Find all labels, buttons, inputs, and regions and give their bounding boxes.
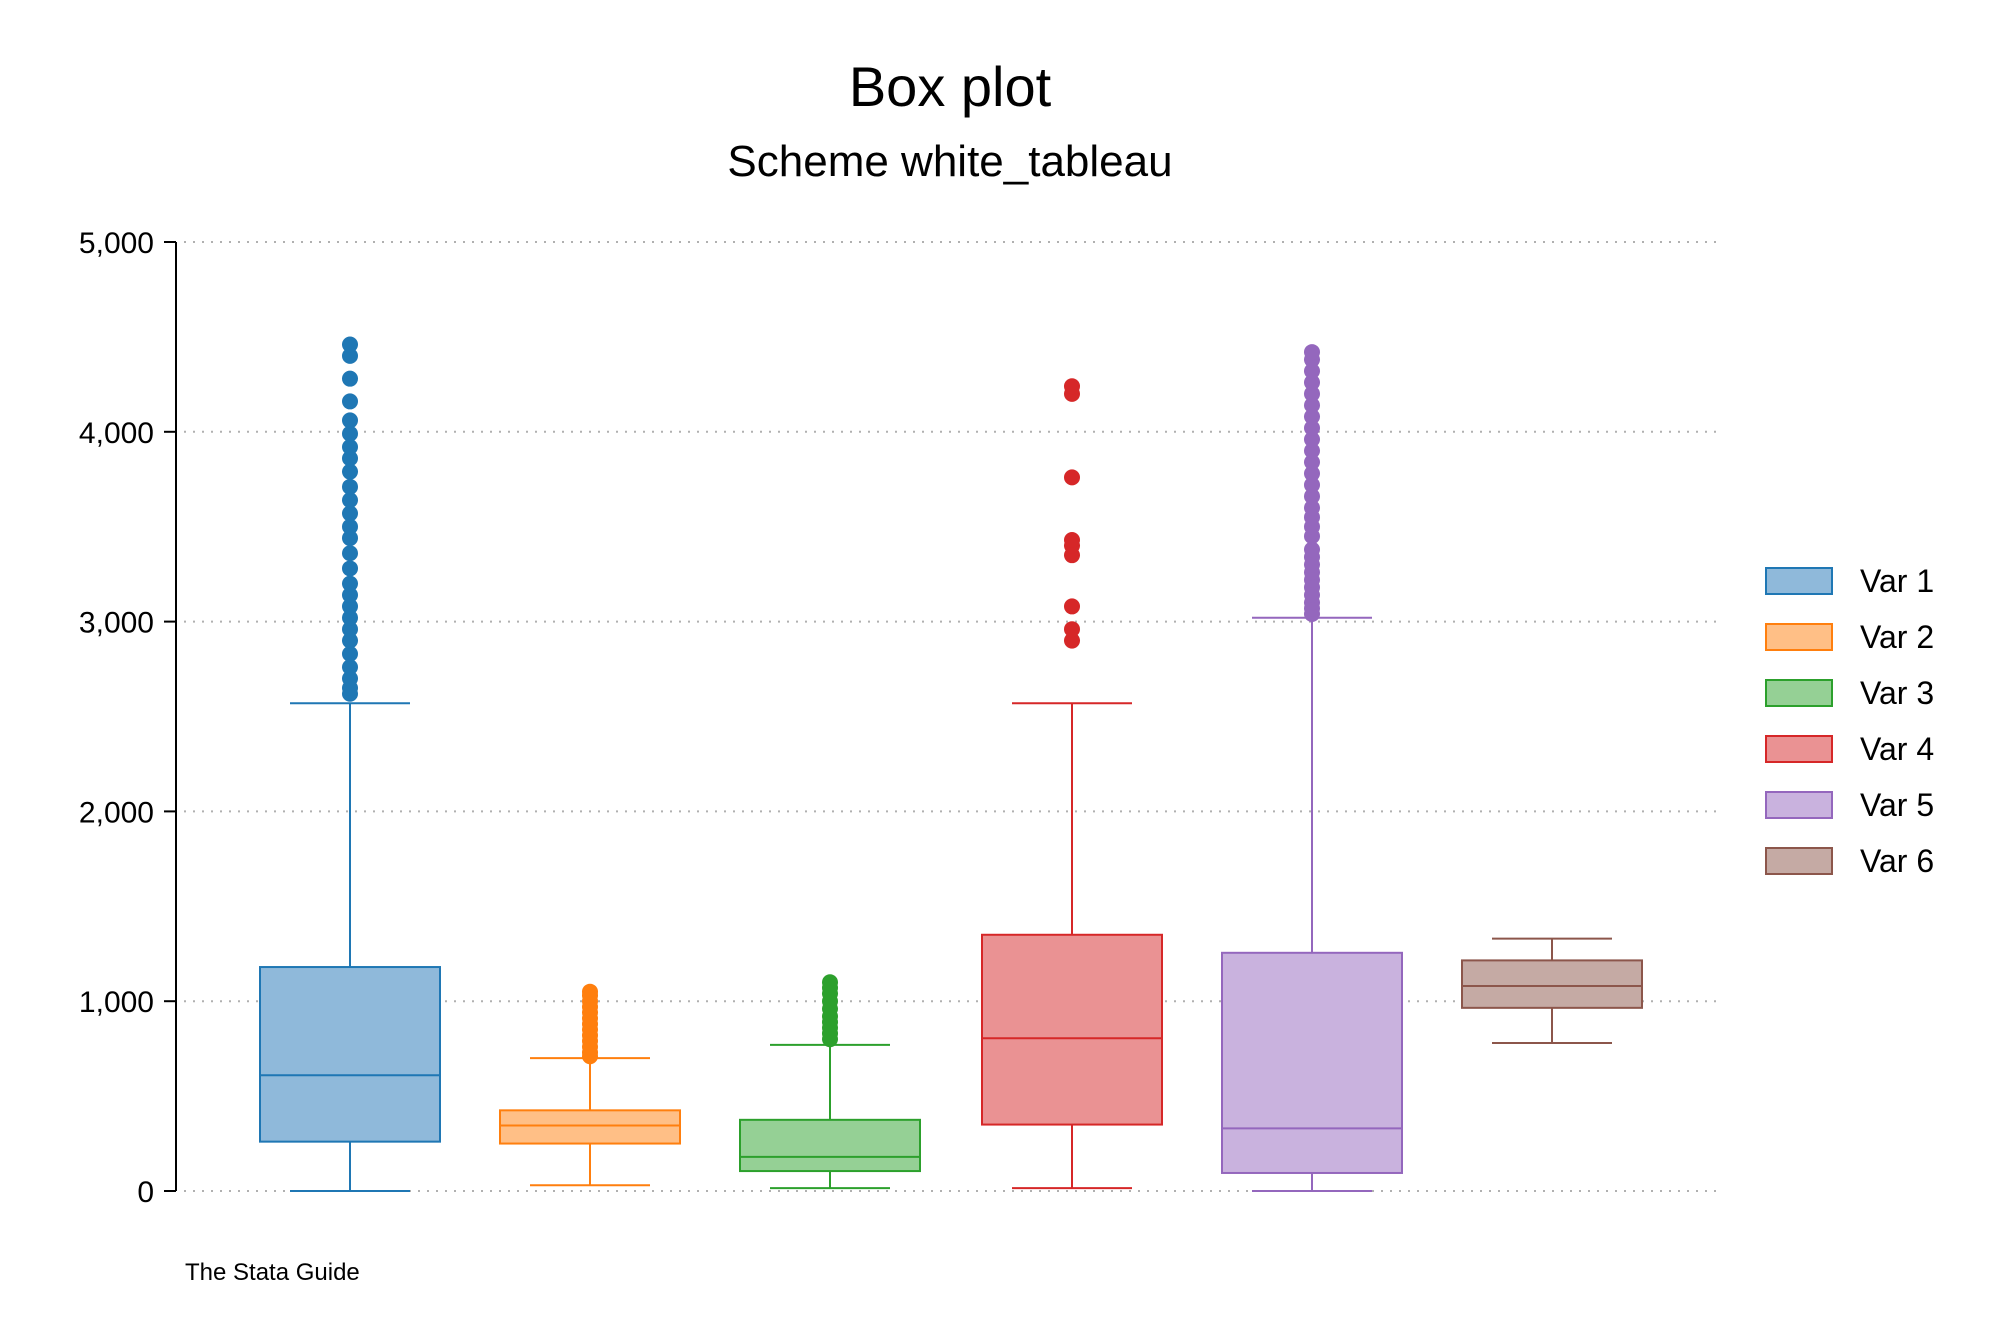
outlier-point xyxy=(342,621,358,638)
legend-item-2: Var 2 xyxy=(1765,619,1934,655)
legend-label: Var 4 xyxy=(1860,731,1934,767)
box-iqr xyxy=(499,1109,681,1145)
legend-item-5: Var 5 xyxy=(1765,787,1934,823)
chart-subtitle: Scheme white_tableau xyxy=(727,137,1172,186)
outlier-point xyxy=(342,670,358,687)
outlier-point xyxy=(1304,374,1320,391)
legend-swatch xyxy=(1765,735,1833,763)
outlier-point xyxy=(1304,454,1320,471)
outlier-point xyxy=(342,530,358,547)
y-tick-label: 5,000 xyxy=(79,227,154,260)
y-tick-label: 0 xyxy=(137,1176,154,1209)
outlier-point xyxy=(342,598,358,615)
boxes xyxy=(259,336,1643,1192)
outlier-point xyxy=(1304,363,1320,380)
y-axis-ticks: 0 1,000 2,000 3,000 4,000 5,000 xyxy=(79,227,176,1209)
outlier-point xyxy=(822,974,838,991)
outlier-point xyxy=(582,983,598,1000)
outlier-point xyxy=(1304,499,1320,516)
outlier-point xyxy=(342,370,358,387)
legend-label: Var 3 xyxy=(1860,675,1934,711)
outlier-point xyxy=(342,645,358,662)
legend-swatch xyxy=(1765,847,1833,875)
box-iqr xyxy=(1221,951,1403,1174)
box-6 xyxy=(1461,937,1643,1044)
legend-label: Var 5 xyxy=(1860,787,1934,823)
chart-note: The Stata Guide xyxy=(185,1259,360,1286)
outlier-point xyxy=(342,587,358,604)
legend-swatch xyxy=(1765,623,1833,651)
box-iqr xyxy=(739,1118,921,1173)
y-tick-label: 3,000 xyxy=(79,607,154,640)
legend-label: Var 2 xyxy=(1860,619,1934,655)
outlier-point xyxy=(1064,632,1080,649)
outlier-point xyxy=(342,393,358,410)
outlier-point xyxy=(1304,465,1320,482)
outlier-point xyxy=(342,518,358,535)
outlier-point xyxy=(342,478,358,495)
outlier-point xyxy=(1304,420,1320,437)
outlier-point xyxy=(342,425,358,442)
outlier-point xyxy=(342,505,358,522)
y-tick-label: 4,000 xyxy=(79,417,154,450)
legend: Var 1 Var 2 Var 3 Var 4 Var 5 Var 6 xyxy=(1765,563,1934,879)
legend-swatch xyxy=(1765,567,1833,595)
legend-item-1: Var 1 xyxy=(1765,563,1934,599)
outlier-point xyxy=(1064,469,1080,486)
outlier-point xyxy=(342,492,358,509)
legend-swatch xyxy=(1765,791,1833,819)
chart-title: Box plot xyxy=(849,55,1052,118)
outlier-point xyxy=(1304,541,1320,558)
outlier-point xyxy=(1064,378,1080,395)
outlier-point xyxy=(342,560,358,577)
box-2 xyxy=(499,983,681,1187)
outlier-point xyxy=(342,336,358,353)
outlier-point xyxy=(1304,431,1320,448)
box-iqr xyxy=(981,933,1163,1126)
outlier-point xyxy=(1064,621,1080,638)
outlier-point xyxy=(1064,531,1080,548)
legend-item-4: Var 4 xyxy=(1765,731,1934,767)
box-3 xyxy=(739,974,921,1190)
outlier-point xyxy=(1304,476,1320,493)
box-1 xyxy=(259,336,441,1192)
outlier-point xyxy=(1304,385,1320,402)
outlier-point xyxy=(1304,442,1320,459)
y-tick-label: 1,000 xyxy=(79,986,154,1019)
box-iqr xyxy=(1461,959,1643,1009)
outlier-point xyxy=(342,347,358,364)
outlier-point xyxy=(1304,397,1320,414)
outlier-point xyxy=(342,450,358,467)
outlier-point xyxy=(342,609,358,626)
box-iqr xyxy=(259,966,441,1143)
outlier-point xyxy=(342,412,358,429)
outlier-point xyxy=(1304,408,1320,425)
box-4 xyxy=(981,378,1163,1190)
outlier-point xyxy=(1304,488,1320,505)
outlier-point xyxy=(342,463,358,480)
outlier-point xyxy=(1064,598,1080,615)
outlier-point xyxy=(342,545,358,562)
legend-label: Var 1 xyxy=(1860,563,1934,599)
legend-item-3: Var 3 xyxy=(1765,675,1934,711)
y-tick-label: 2,000 xyxy=(79,796,154,829)
outlier-point xyxy=(342,632,358,649)
box-5 xyxy=(1221,344,1403,1192)
legend-item-6: Var 6 xyxy=(1765,843,1934,879)
outlier-point xyxy=(342,575,358,592)
outlier-point xyxy=(342,438,358,455)
legend-label: Var 6 xyxy=(1860,843,1934,879)
outlier-point xyxy=(342,659,358,676)
legend-swatch xyxy=(1765,679,1833,707)
outlier-point xyxy=(1304,344,1320,361)
